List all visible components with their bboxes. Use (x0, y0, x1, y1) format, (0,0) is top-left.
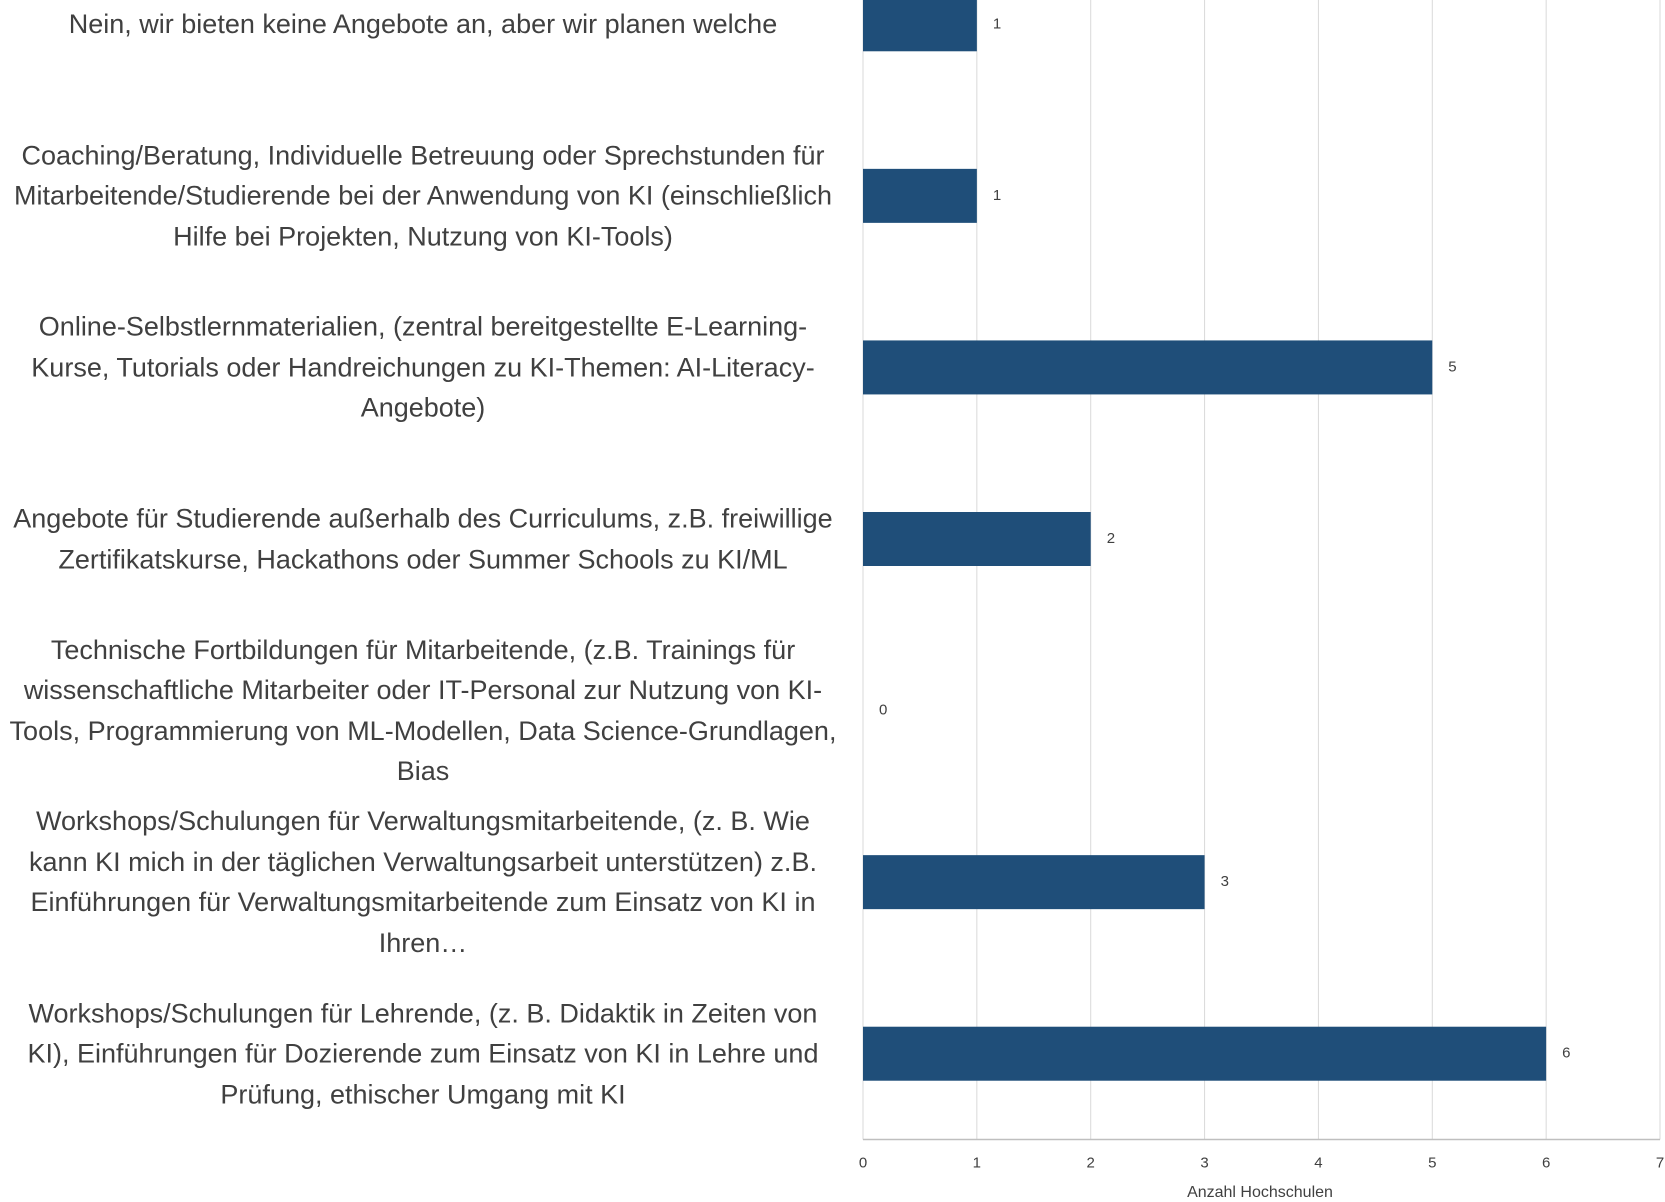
x-tick-label: 0 (859, 1154, 867, 1171)
x-tick-label: 5 (1428, 1154, 1436, 1171)
x-tick-label: 2 (1087, 1154, 1095, 1171)
y-tick-label: Workshops/Schulungen für Verwaltungsmita… (29, 806, 817, 958)
bar (863, 168, 977, 223)
x-tick-label: 4 (1314, 1154, 1322, 1171)
y-tick-label: Online-Selbstlernmaterialien, (zentral b… (31, 311, 815, 423)
y-tick-label: Technische Fortbildungen für Mitarbeiten… (9, 634, 837, 787)
data-label: 5 (1448, 358, 1456, 375)
bar (863, 0, 977, 52)
y-tick-label: Coaching/Beratung, Individuelle Betreuun… (13, 140, 832, 252)
x-tick-label: 1 (973, 1154, 981, 1171)
x-axis-title: Anzahl Hochschulen (1187, 1184, 1333, 1201)
bar (863, 512, 1091, 566)
data-label: 0 (879, 702, 887, 719)
x-tick-label: 3 (1200, 1154, 1208, 1171)
data-label: 6 (1562, 1045, 1570, 1062)
bar (863, 1026, 1547, 1081)
data-label: 2 (1107, 530, 1115, 547)
data-label: 3 (1221, 873, 1229, 890)
bar (863, 340, 1433, 395)
x-tick-label: 6 (1542, 1154, 1550, 1171)
y-tick-label: Workshops/Schulungen für Lehrende, (z. B… (27, 997, 819, 1109)
bar (863, 855, 1205, 910)
data-label: 1 (993, 15, 1001, 32)
y-tick-label: Angebote für Studierende außerhalb des C… (13, 503, 833, 575)
x-tick-label: 7 (1656, 1154, 1664, 1171)
data-label: 1 (993, 187, 1001, 204)
y-tick-label: Nein, wir bieten keine Angebote an, aber… (68, 9, 778, 40)
